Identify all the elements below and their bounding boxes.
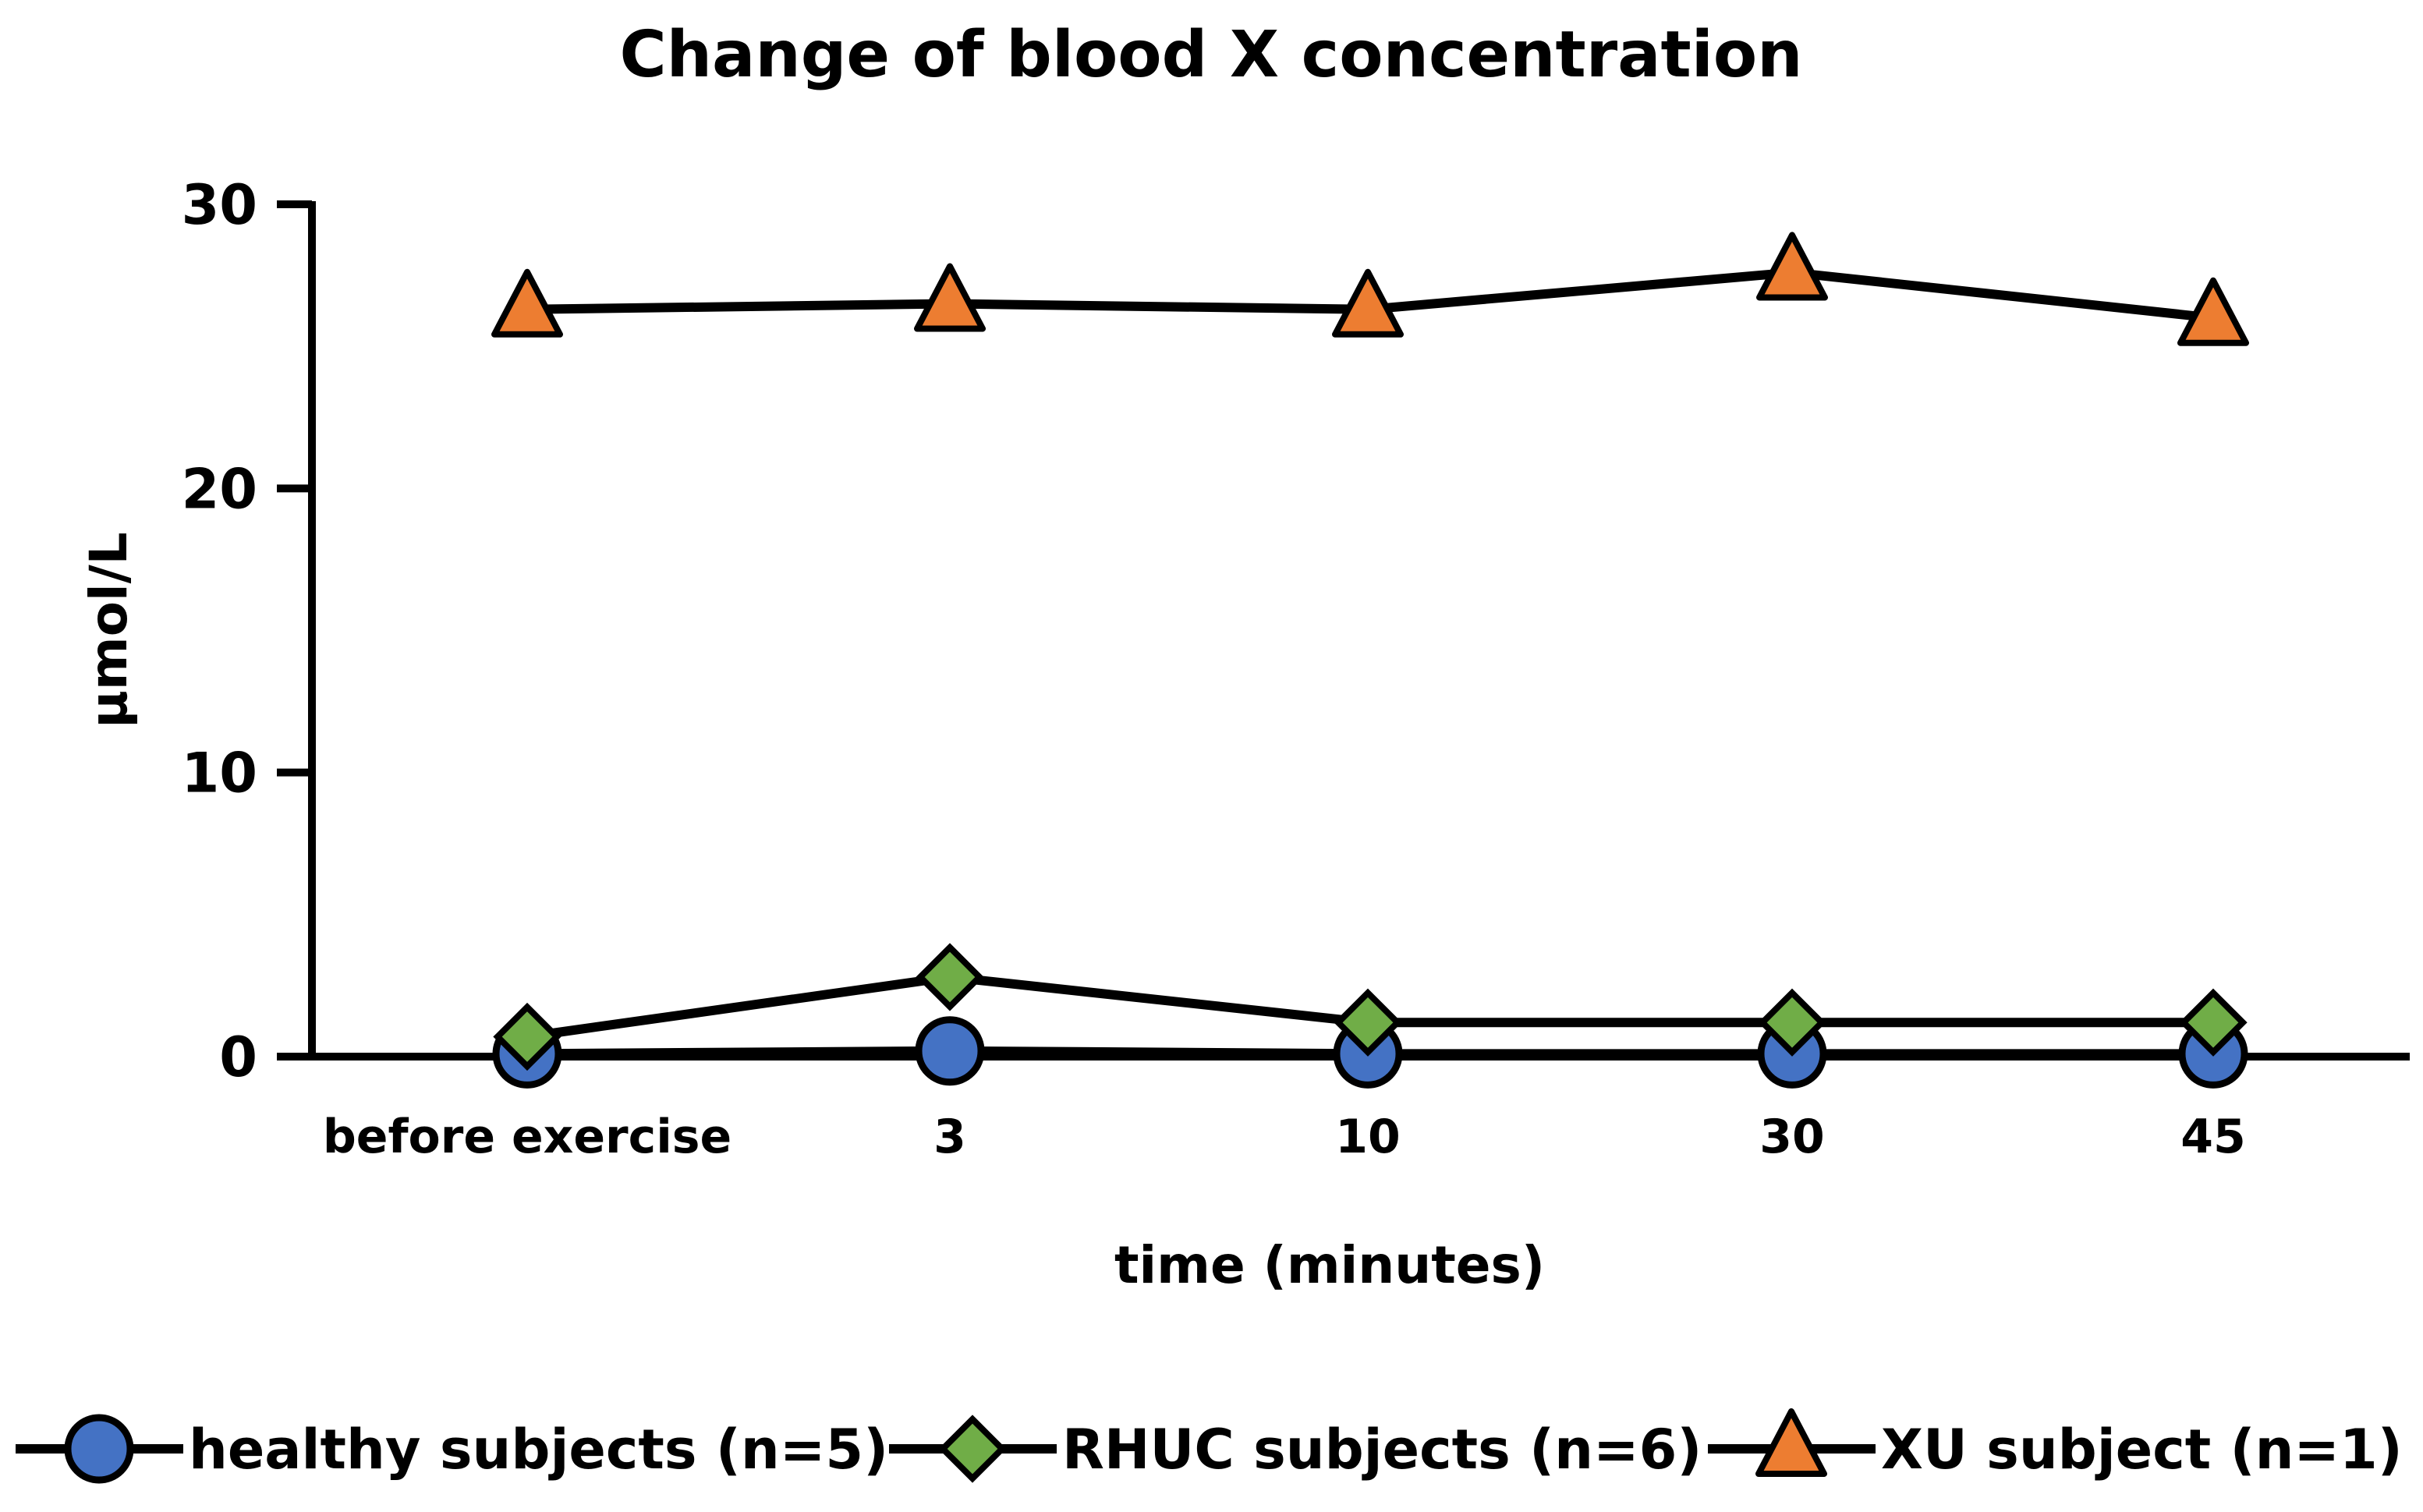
y-axis-label: µmol/L [79,532,139,728]
legend-marker-circle [64,1414,134,1484]
y-axis-ticks: 0 10 20 30 [182,173,312,1089]
y-tick-label: 30 [182,173,257,237]
legend-marker-diamond [938,1415,1007,1483]
data-point-diamond [2179,988,2248,1057]
data-point-diamond [916,943,984,1011]
series-layer [491,232,2249,1089]
y-tick-label: 0 [219,1025,257,1089]
legend: healthy subjects (n=5) RHUC subjects (n=6… [16,1408,2403,1484]
legend-label: XU subject (n=1) [1881,1418,2403,1482]
data-point-triangle [1756,232,1828,301]
series-3 [491,232,2249,346]
y-tick-label: 10 [182,742,257,806]
data-point-circle [915,1016,985,1086]
legend-item: healthy subjects (n=5) [16,1414,888,1484]
legend-label: healthy subjects (n=5) [189,1418,888,1482]
x-tick-label: 10 [1335,1110,1401,1164]
data-point-triangle [491,268,563,338]
data-point-diamond [1334,988,1402,1057]
x-axis-label: time (minutes) [1114,1235,1545,1295]
x-axis-ticks: before exercise 3 10 30 45 [323,1110,2246,1164]
series-2 [493,943,2248,1071]
data-point-triangle [1332,268,1404,338]
data-point-triangle [914,263,986,332]
legend-item: XU subject (n=1) [1708,1408,2403,1482]
y-tick-label: 20 [182,457,257,521]
chart-title: Change of blood X concentration [619,18,1802,92]
x-tick-label: 3 [933,1110,966,1164]
legend-item: RHUC subjects (n=6) [889,1415,1702,1483]
x-tick-label: 30 [1759,1110,1825,1164]
data-point-diamond [1758,988,1826,1057]
legend-label: RHUC subjects (n=6) [1062,1418,1702,1482]
x-tick-label: 45 [2180,1110,2246,1164]
x-tick-label: before exercise [323,1110,732,1164]
data-point-triangle [2177,277,2249,346]
data-point-diamond [493,1002,561,1071]
legend-marker-triangle [1755,1408,1827,1477]
